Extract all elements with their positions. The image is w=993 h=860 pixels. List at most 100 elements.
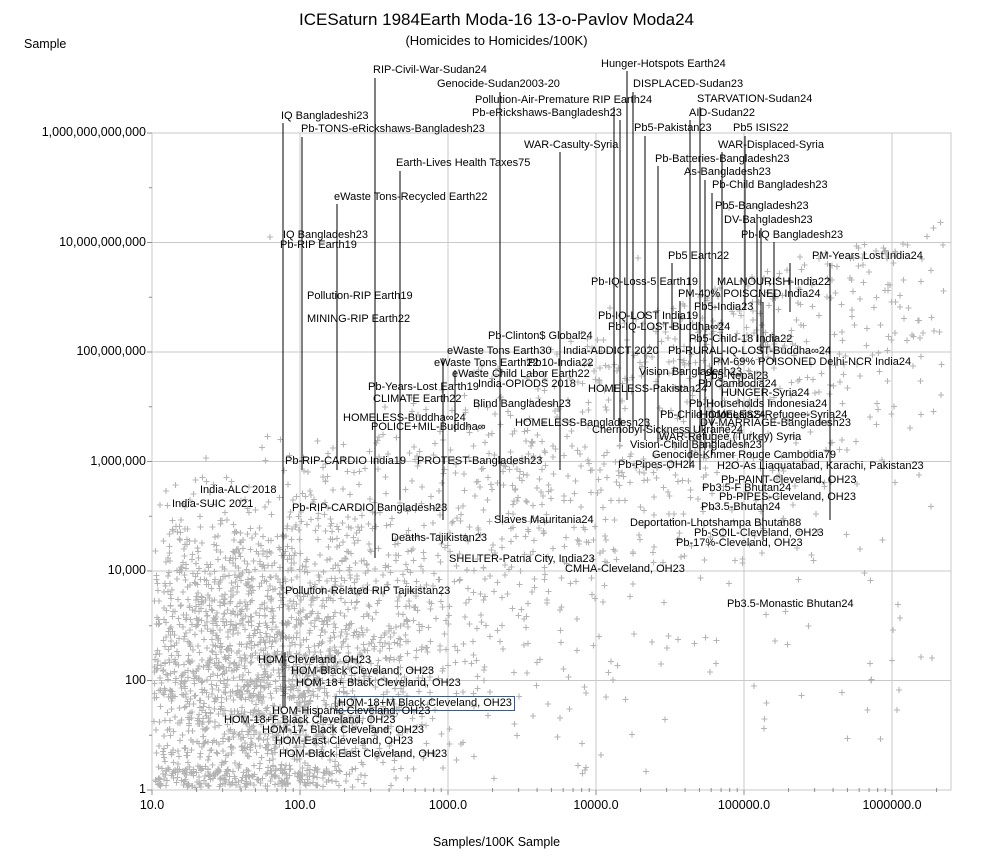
- annotation-leader-lines: [282, 71, 831, 707]
- chart-annotation: HOMELESS-Pakistan24: [588, 383, 708, 395]
- chart-annotation: Pb-Households Indonesia24: [689, 398, 828, 410]
- chart-annotation: CLIMATE Earth22: [373, 393, 462, 405]
- chart-annotation: Deaths-Tajikistan23: [391, 532, 487, 544]
- y-tick-label: 1: [139, 782, 146, 796]
- chart-annotation: Pb5-Pakistan23: [634, 122, 712, 134]
- chart-annotation: Slaves Mauritania24: [494, 514, 594, 526]
- chart-annotation: Pb-eRickshaws-Bangladesh23: [472, 107, 622, 119]
- chart-annotation: Pb-RURAL-IQ-LOST-Buddha∞24: [668, 345, 832, 357]
- chart-annotation: Pb-17%-Cleveland, OH23: [676, 537, 803, 549]
- chart-annotation: PM-40% POISONED India24: [678, 288, 821, 300]
- chart-annotation: STARVATION-Sudan24: [697, 93, 813, 105]
- chart-annotation: MINING-RIP Earth22: [307, 313, 411, 325]
- chart-annotation: Pb-Pipes-OH24: [618, 459, 696, 471]
- chart-annotation: HOM-Cleveland, OH23: [258, 654, 372, 666]
- y-tick-label: 10,000: [107, 563, 146, 577]
- chart-annotation: WAR-Casulty-Syria: [524, 139, 619, 151]
- chart-annotation: Hunger-Hotspots Earth24: [601, 58, 726, 70]
- chart-annotation: PM-Years Lost India24: [812, 250, 923, 262]
- chart-annotation: HOMELESS-Bangladesh23: [515, 417, 651, 429]
- chart-annotation: India-OPIODS 2018: [478, 378, 576, 390]
- chart-annotation: Genocide-Khmer Rouge Cambodia79: [652, 449, 837, 461]
- chart-annotation: India-ALC 2018: [200, 484, 277, 496]
- y-tick-label: 1,000,000,000,000: [41, 125, 146, 139]
- chart-title: ICESaturn 1984Earth Moda-16 13-o-Pavlov …: [298, 10, 694, 29]
- chart-annotation: DISPLACED-Sudan23: [633, 78, 744, 90]
- x-tick-label: 10000.0: [573, 798, 619, 812]
- chart-annotation: DV-Bangladesh23: [724, 214, 813, 226]
- chart-annotation: HOM-Hispanic Cleveland, OH23: [272, 705, 431, 717]
- chart-annotation: HOMELESS-Buddha∞24: [343, 412, 466, 424]
- chart-annotation: Pb-PIPES-Cleveland, OH23: [719, 491, 856, 503]
- chart-annotation: MALNOURISH-India22: [717, 276, 831, 288]
- chart-annotation: Pb3.5-F Bhutan24: [702, 482, 792, 494]
- chart-annotation: Blind Bangladesh23: [473, 398, 571, 410]
- y-tick-label: 100: [125, 672, 146, 687]
- chart-annotation: Pollution-RIP Earth19: [307, 290, 413, 302]
- x-tick-label: 100.0: [284, 798, 316, 812]
- chart-annotation: WAR-Displaced-Syria: [718, 139, 824, 151]
- chart-annotation: Pb5 ISIS22: [733, 122, 789, 134]
- x-tick-label: 100000.0: [717, 798, 771, 812]
- chart-annotation: Pb Cambodia24: [698, 378, 777, 390]
- y-axis-title: Sample: [24, 37, 67, 51]
- chart-annotation: Pb-Child Bangladesh23: [712, 179, 828, 191]
- chart-annotation: HOM-18+ Black Cleveland, OH23: [296, 677, 461, 689]
- chart-annotation: CMHA-Cleveland, OH23: [565, 563, 685, 575]
- chart-annotation: Pb-PAINT-Cleveland, OH23: [721, 474, 857, 486]
- chart-annotation: eWaste Child Labor Earth22: [452, 368, 590, 380]
- chart-annotation: Pb-RIP Earth19: [280, 239, 357, 251]
- chart-annotation: Pb5-Bangladesh23: [715, 200, 809, 212]
- chart-annotation: Vision-Child Bangladesh23: [630, 439, 762, 451]
- chart-annotation: eWaste Tons Earth22: [434, 357, 539, 369]
- chart-annotation-selected[interactable]: HOM-18+M Black Cleveland, OH23: [335, 696, 515, 711]
- chart-annotation: Pb-Years-Lost Earth19: [368, 381, 479, 393]
- chart-annotation: HOMELESS-Refugee-Syria24: [700, 409, 848, 421]
- chart-subtitle: (Homicides to Homicides/100K): [405, 33, 588, 48]
- chart-annotation: HUNGER-Syria24: [721, 387, 810, 399]
- chart-annotation: Pb-IQ-LOST India19: [598, 310, 699, 322]
- chart-annotation: Pb-IQ-LOST-Buddha∞24: [608, 321, 731, 333]
- chart-annotation: WAR-Refugee (Turkey) Syria: [659, 431, 802, 443]
- y-tick-label: 1,000,000: [90, 453, 146, 468]
- chart-annotation: Pb-IQ Bangladesh23: [741, 229, 844, 241]
- y-tick-label: 10,000,000,000: [59, 234, 146, 249]
- chart-annotation: eWaste Tons Earth30: [447, 345, 552, 357]
- chart-annotation: Pb-TONS-eRickshaws-Bangladesh23: [301, 123, 485, 135]
- chart-annotation: Pb10-India22: [528, 357, 594, 369]
- chart-annotation: Pb3.5-Bhutan24: [701, 501, 781, 513]
- chart-annotation: Pb-RIP-CARDIO Bangladesh23: [292, 502, 448, 514]
- chart-annotation: Pb-Child Indonesia24: [660, 409, 766, 421]
- chart-annotation: Pb3.5-Monastic Bhutan24: [727, 598, 854, 610]
- chart-annotation: HOM-18+F Black Cleveland, OH23: [224, 714, 396, 726]
- x-tick-label: 1000000.0: [862, 798, 922, 812]
- chart-annotation: POLICE+MIL-Buddha∞: [371, 421, 486, 433]
- chart-annotation: SHELTER-Patna City, India23: [449, 553, 595, 565]
- chart-annotation: Earth-Lives Health Taxes75: [396, 157, 531, 169]
- chart-annotation: Pb-Clinton$ Global24: [488, 330, 593, 342]
- chart-annotation: Pb5-India23: [694, 301, 754, 313]
- chart-annotation: As-Bangladesh23: [684, 166, 771, 178]
- x-axis-title: Samples/100K Sample: [432, 835, 561, 849]
- chart-annotation: Pb5 Earth22: [668, 250, 730, 262]
- chart-annotation: Pb-IQ-Loss-5 Earth19: [591, 276, 698, 288]
- chart-annotation: Pollution-Related RIP Tajikistan23: [285, 585, 451, 597]
- chart-annotation: Genocide-Sudan2003-20: [437, 78, 560, 90]
- chart-annotation: H2O-As Liaquatabad, Karachi, Pakistan23: [717, 460, 924, 472]
- chart-annotation: Chernobyl-Sickness Ukraine24: [592, 424, 744, 436]
- chart-annotation: HOM-Black East Cleveland, OH23: [279, 748, 448, 760]
- chart-annotation: HOM-17- Black Cleveland, OH23: [262, 724, 425, 736]
- y-tick-label: 100,000,000: [76, 344, 146, 358]
- chart-annotation: PM-69% POISONED Delhi-NCR India24: [713, 356, 912, 368]
- chart-annotation: DV-MARRIAGE-Bangladesh23: [700, 417, 852, 429]
- scatter-points: [151, 204, 947, 791]
- chart-annotation: HOM-East Cleveland, OH23: [275, 735, 414, 747]
- chart-annotation: IQ Bangladeshi23: [281, 110, 369, 122]
- chart-annotation: Pb5-Child-18 India22: [689, 333, 793, 345]
- chart-annotation: Vision Bangladesh23: [639, 366, 743, 378]
- chart-annotation: Pollution-Air-Premature RIP Earth24: [475, 94, 653, 106]
- chart-annotation: eWaste Tons-Recycled Earth22: [334, 191, 488, 203]
- chart-annotation: India-ADDICT 2020: [563, 345, 659, 357]
